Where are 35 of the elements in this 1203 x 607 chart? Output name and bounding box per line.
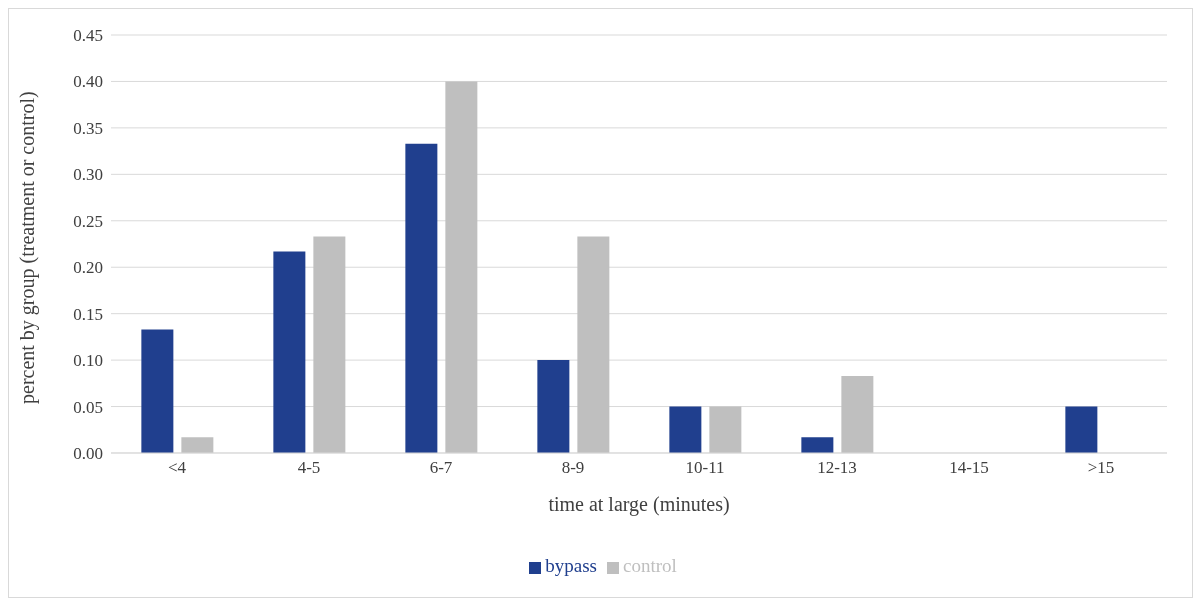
bar: [181, 437, 214, 453]
y-tick-label: 0.35: [73, 118, 103, 138]
y-tick-label: 0.20: [73, 258, 103, 278]
bar: [273, 251, 306, 453]
bar: [709, 406, 742, 453]
y-tick-label: 0.10: [73, 351, 103, 371]
y-tick-label: 0.15: [73, 304, 103, 324]
x-axis-title: time at large (minutes): [548, 493, 730, 516]
legend-label: control: [622, 555, 677, 576]
bar: [313, 236, 346, 453]
bar: [405, 143, 438, 453]
bar: [537, 360, 570, 453]
y-tick-label: 0.30: [73, 165, 103, 185]
x-tick-label: 4-5: [297, 458, 321, 478]
x-tick-label: 12-13: [817, 458, 857, 478]
y-tick-label: 0.05: [73, 397, 103, 417]
y-axis-title: percent by group (treatment or control): [16, 91, 40, 404]
legend-label: bypass: [545, 555, 597, 576]
x-tick-label: <4: [167, 458, 187, 478]
bar: [445, 81, 478, 453]
bar: [669, 406, 702, 453]
bar: [141, 329, 174, 453]
y-tick-label: 0.40: [73, 72, 103, 92]
x-tick-label: 10-11: [685, 458, 725, 478]
y-tick-label: 0.25: [73, 211, 103, 231]
bar: [801, 437, 834, 453]
bar: [1065, 406, 1098, 453]
bar: [841, 375, 874, 453]
x-tick-label: 8-9: [561, 458, 585, 478]
y-tick-label: 0.00: [73, 444, 103, 464]
x-tick-label: >15: [1087, 458, 1115, 478]
y-tick-label: 0.45: [73, 26, 103, 46]
bar: [577, 236, 610, 453]
x-tick-label: 14-15: [949, 458, 989, 478]
x-tick-label: 6-7: [429, 458, 453, 478]
